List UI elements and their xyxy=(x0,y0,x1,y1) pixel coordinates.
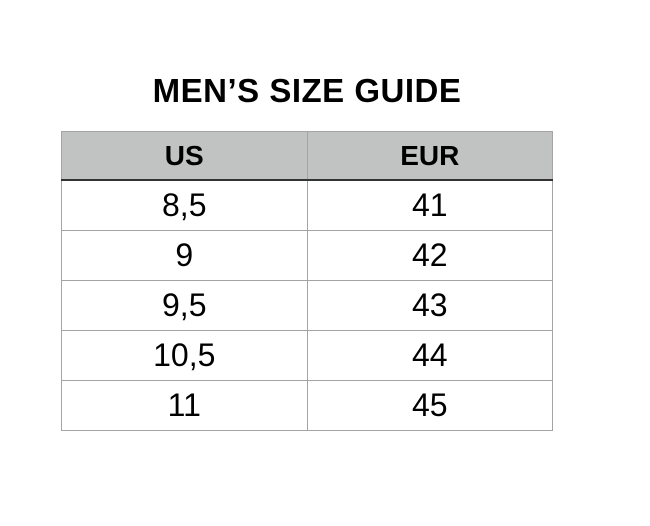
size-guide-table: US EUR 8,5 41 9 42 9,5 43 10,5 44 11 xyxy=(61,131,553,431)
us-size-cell: 10,5 xyxy=(61,330,308,381)
column-header-eur: EUR xyxy=(306,131,553,181)
header-row: US EUR xyxy=(61,131,553,181)
us-size-cell: 9 xyxy=(61,230,308,281)
table-row: 10,5 44 xyxy=(61,330,553,381)
us-size-cell: 9,5 xyxy=(61,280,308,331)
column-header-us: US xyxy=(61,131,308,181)
page-title: MEN’S SIZE GUIDE xyxy=(152,72,462,109)
us-size-cell: 8,5 xyxy=(61,179,308,231)
table-header: US EUR xyxy=(61,131,553,181)
table-row: 9 42 xyxy=(61,230,553,281)
eur-size-cell: 45 xyxy=(306,380,553,431)
eur-size-cell: 44 xyxy=(306,330,553,381)
table-body: 8,5 41 9 42 9,5 43 10,5 44 11 45 xyxy=(61,179,553,431)
table-row: 8,5 41 xyxy=(61,179,553,231)
eur-size-cell: 42 xyxy=(306,230,553,281)
eur-size-cell: 43 xyxy=(306,280,553,331)
size-guide-panel: MEN’S SIZE GUIDE US EUR 8,5 41 9 42 9,5 … xyxy=(61,0,553,431)
table-row: 11 45 xyxy=(61,380,553,431)
us-size-cell: 11 xyxy=(61,380,308,431)
eur-size-cell: 41 xyxy=(306,179,553,231)
table-row: 9,5 43 xyxy=(61,280,553,331)
